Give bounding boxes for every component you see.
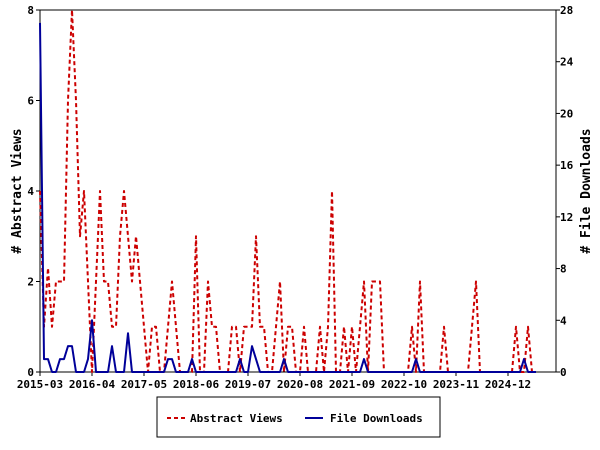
legend-label-file-downloads: File Downloads <box>330 412 423 425</box>
x-tick-label: 2021-09 <box>329 378 375 391</box>
x-tick-label: 2020-08 <box>277 378 323 391</box>
right-tick-label: 8 <box>560 263 567 276</box>
x-tick-label: 2018-06 <box>173 378 220 391</box>
right-tick-label: 4 <box>560 314 567 327</box>
right-axis-ticks: 0 4 8 12 16 20 24 28 <box>556 4 574 379</box>
plot-area <box>39 9 557 373</box>
legend-label-abstract-views: Abstract Views <box>190 412 283 425</box>
left-axis-ticks: 0 2 4 6 8 <box>27 4 40 379</box>
right-tick-label: 20 <box>560 107 573 120</box>
legend: Abstract Views File Downloads <box>156 396 441 438</box>
x-tick-label: 2017-05 <box>121 378 167 391</box>
x-tick-label: 2019-07 <box>225 378 271 391</box>
legend-box <box>156 396 441 438</box>
x-tick-label: 2015-03 <box>17 378 63 391</box>
left-tick-label: 0 <box>27 366 34 379</box>
right-tick-label: 0 <box>560 366 567 379</box>
left-tick-label: 6 <box>27 95 34 108</box>
left-tick-label: 2 <box>27 276 34 289</box>
right-tick-label: 16 <box>560 159 574 172</box>
left-tick-label: 4 <box>27 185 34 198</box>
x-axis-ticks: 2015-03 2016-04 2017-05 2018-06 2019-07 2020-… <box>17 372 531 391</box>
y-axis-right-title: # File Downloads <box>579 128 594 253</box>
right-tick-label: 12 <box>560 211 573 224</box>
x-tick-label: 2022-10 <box>381 378 427 391</box>
right-tick-label: 24 <box>560 56 574 69</box>
series-line-file-downloads <box>39 22 536 373</box>
x-tick-label: 2023-11 <box>433 378 480 391</box>
x-tick-label: 2024-12 <box>485 378 531 391</box>
x-tick-label: 2016-04 <box>69 378 116 391</box>
y-axis-left-title: # Abstract Views <box>10 128 25 253</box>
right-tick-label: 28 <box>560 4 573 17</box>
left-tick-label: 8 <box>27 4 34 17</box>
series-layer <box>39 9 536 373</box>
